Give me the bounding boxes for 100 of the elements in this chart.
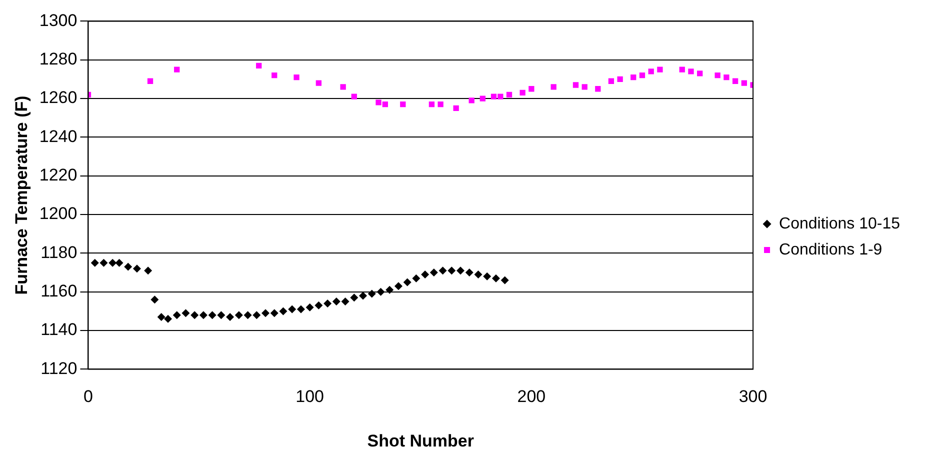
point: [340, 84, 346, 90]
point: [182, 309, 190, 318]
point: [400, 102, 406, 108]
point: [172, 311, 181, 320]
point: [741, 80, 747, 86]
point: [528, 86, 534, 92]
y-tick-label: 1240: [39, 126, 78, 146]
y-tick-label: 1180: [40, 242, 78, 262]
point: [520, 90, 526, 96]
point: [314, 301, 323, 310]
point: [679, 66, 685, 72]
point: [382, 102, 388, 108]
point: [144, 266, 152, 275]
point: [294, 74, 300, 80]
point: [376, 100, 382, 106]
point: [448, 266, 456, 275]
point: [368, 290, 376, 298]
point: [430, 268, 438, 277]
point: [351, 94, 357, 100]
point: [270, 309, 278, 318]
point: [208, 311, 216, 320]
x-tick-label: 300: [738, 387, 768, 406]
point: [572, 82, 579, 88]
point: [412, 274, 420, 282]
point: [174, 66, 180, 72]
point: [483, 272, 492, 280]
point: [630, 74, 636, 80]
point: [132, 264, 141, 273]
point: [468, 98, 474, 104]
point: [288, 305, 296, 314]
y-tick-label: 1260: [39, 88, 78, 108]
point: [394, 282, 402, 290]
point: [428, 102, 435, 108]
point: [474, 270, 482, 278]
point: [124, 262, 132, 271]
x-tick-label: 200: [517, 387, 546, 406]
point: [108, 258, 117, 267]
y-tick-label: 1200: [39, 204, 78, 224]
point: [500, 276, 509, 284]
x-tick-label: 100: [296, 387, 324, 406]
point: [359, 292, 368, 300]
point: [697, 70, 703, 76]
point: [262, 309, 270, 318]
point: [639, 72, 646, 78]
y-axis-title: Furnace Temperature (F): [12, 96, 31, 295]
point: [582, 84, 588, 90]
y-tick-label: 1280: [39, 50, 78, 69]
point: [498, 94, 504, 100]
point: [456, 266, 465, 275]
point: [688, 68, 694, 74]
x-tick-label: 0: [83, 387, 93, 406]
point: [150, 296, 159, 304]
point: [438, 102, 444, 108]
point: [648, 68, 654, 74]
point: [465, 268, 474, 277]
point: [217, 311, 226, 320]
point: [403, 278, 412, 286]
point: [453, 105, 459, 112]
point: [256, 62, 262, 68]
point: [714, 72, 720, 78]
y-tick-label: 1120: [40, 358, 78, 378]
point: [332, 298, 340, 306]
point: [190, 311, 199, 320]
point: [164, 314, 172, 323]
point: [386, 286, 394, 294]
point: [296, 305, 305, 314]
point: [550, 84, 556, 90]
point: [147, 78, 154, 84]
point: [608, 78, 614, 84]
y-tick-label: 1220: [39, 166, 78, 185]
legend-label: Conditions 10-15: [779, 215, 900, 232]
point: [595, 86, 601, 92]
point: [306, 303, 314, 312]
point: [252, 311, 261, 320]
point: [438, 266, 447, 275]
point: [492, 274, 500, 282]
point: [324, 299, 332, 308]
x-axis-title: Shot Number: [367, 431, 474, 450]
point: [732, 78, 738, 84]
point: [199, 311, 208, 320]
y-tick-label: 1160: [40, 282, 78, 301]
point: [724, 74, 730, 80]
y-tick-label: 1300: [39, 10, 78, 30]
point: [272, 72, 278, 78]
point: [376, 288, 385, 296]
point: [279, 307, 288, 316]
point: [341, 298, 350, 306]
point: [617, 76, 623, 82]
point: [157, 313, 166, 321]
point: [490, 94, 497, 100]
point: [480, 96, 486, 102]
point: [115, 258, 124, 267]
point: [234, 311, 243, 320]
point: [350, 294, 358, 302]
point: [316, 80, 322, 86]
y-tick-label: 1140: [40, 320, 78, 340]
point: [657, 66, 663, 72]
point: [506, 92, 512, 98]
legend-label: Conditions 1-9: [779, 241, 882, 258]
point: [100, 258, 108, 267]
